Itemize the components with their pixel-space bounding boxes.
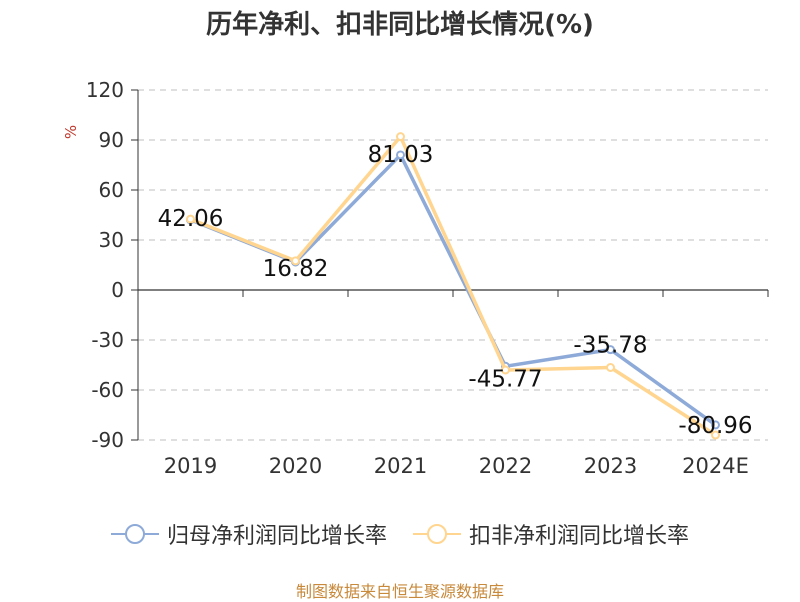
- series-line-2: [189, 134, 717, 437]
- data-point: [501, 365, 510, 375]
- data-point: [711, 420, 720, 430]
- chart-title: 历年净利、扣非同比增长情况(%): [206, 10, 594, 40]
- data-labels: 42.06 16.82 81.03 -45.77 -35.78 -80.96: [158, 142, 753, 439]
- data-point: [606, 345, 615, 355]
- x-tick-label: 2022: [479, 454, 532, 478]
- legend-line-marker-icon: [413, 524, 461, 544]
- series: [186, 132, 720, 440]
- data-label: -35.78: [573, 333, 647, 359]
- legend-item-series2[interactable]: 扣非净利润同比增长率: [413, 518, 689, 550]
- y-tick-label: 0: [111, 278, 124, 302]
- data-label: 16.82: [263, 256, 329, 282]
- y-tick-label: 120: [86, 78, 124, 102]
- data-point: [396, 150, 405, 160]
- legend-label-series1: 归母净利润同比增长率: [166, 524, 387, 549]
- x-tick-label: 2020: [269, 454, 322, 478]
- legend: 归母净利润同比增长率 扣非净利润同比增长率: [0, 518, 800, 550]
- data-label: -80.96: [678, 413, 752, 439]
- x-tick-label: 2019: [164, 454, 217, 478]
- y-tick-label: -90: [91, 428, 124, 452]
- y-tick-label: 90: [99, 128, 124, 152]
- y-tick-label: -30: [91, 328, 124, 352]
- data-point: [291, 256, 300, 266]
- data-point: [606, 363, 615, 372]
- gridlines: [138, 89, 768, 441]
- source-note: 制图数据来自恒生聚源数据库: [295, 582, 504, 601]
- y-tick-label: -60: [91, 378, 124, 402]
- y-tick-label: 30: [99, 228, 124, 252]
- x-tick-label: 2024E: [682, 454, 749, 478]
- x-tick-label: 2021: [374, 454, 427, 478]
- y-unit-label: %: [62, 125, 80, 139]
- legend-item-series1[interactable]: 归母净利润同比增长率: [110, 518, 387, 550]
- legend-label-series2: 扣非净利润同比增长率: [469, 524, 690, 549]
- data-label: 42.06: [158, 206, 224, 232]
- data-label: -45.77: [468, 366, 542, 392]
- y-tick-label: 60: [99, 178, 124, 202]
- data-point: [711, 430, 720, 440]
- data-label: 81.03: [368, 142, 434, 168]
- data-point: [186, 214, 195, 224]
- x-tick-label: 2023: [584, 454, 637, 478]
- axes: 120 90 60 30 0 -30 -60 -90% 2019 2020 2021 2022 2023…: [62, 78, 769, 478]
- legend-line-marker-icon: [110, 524, 159, 544]
- data-point: [396, 132, 405, 142]
